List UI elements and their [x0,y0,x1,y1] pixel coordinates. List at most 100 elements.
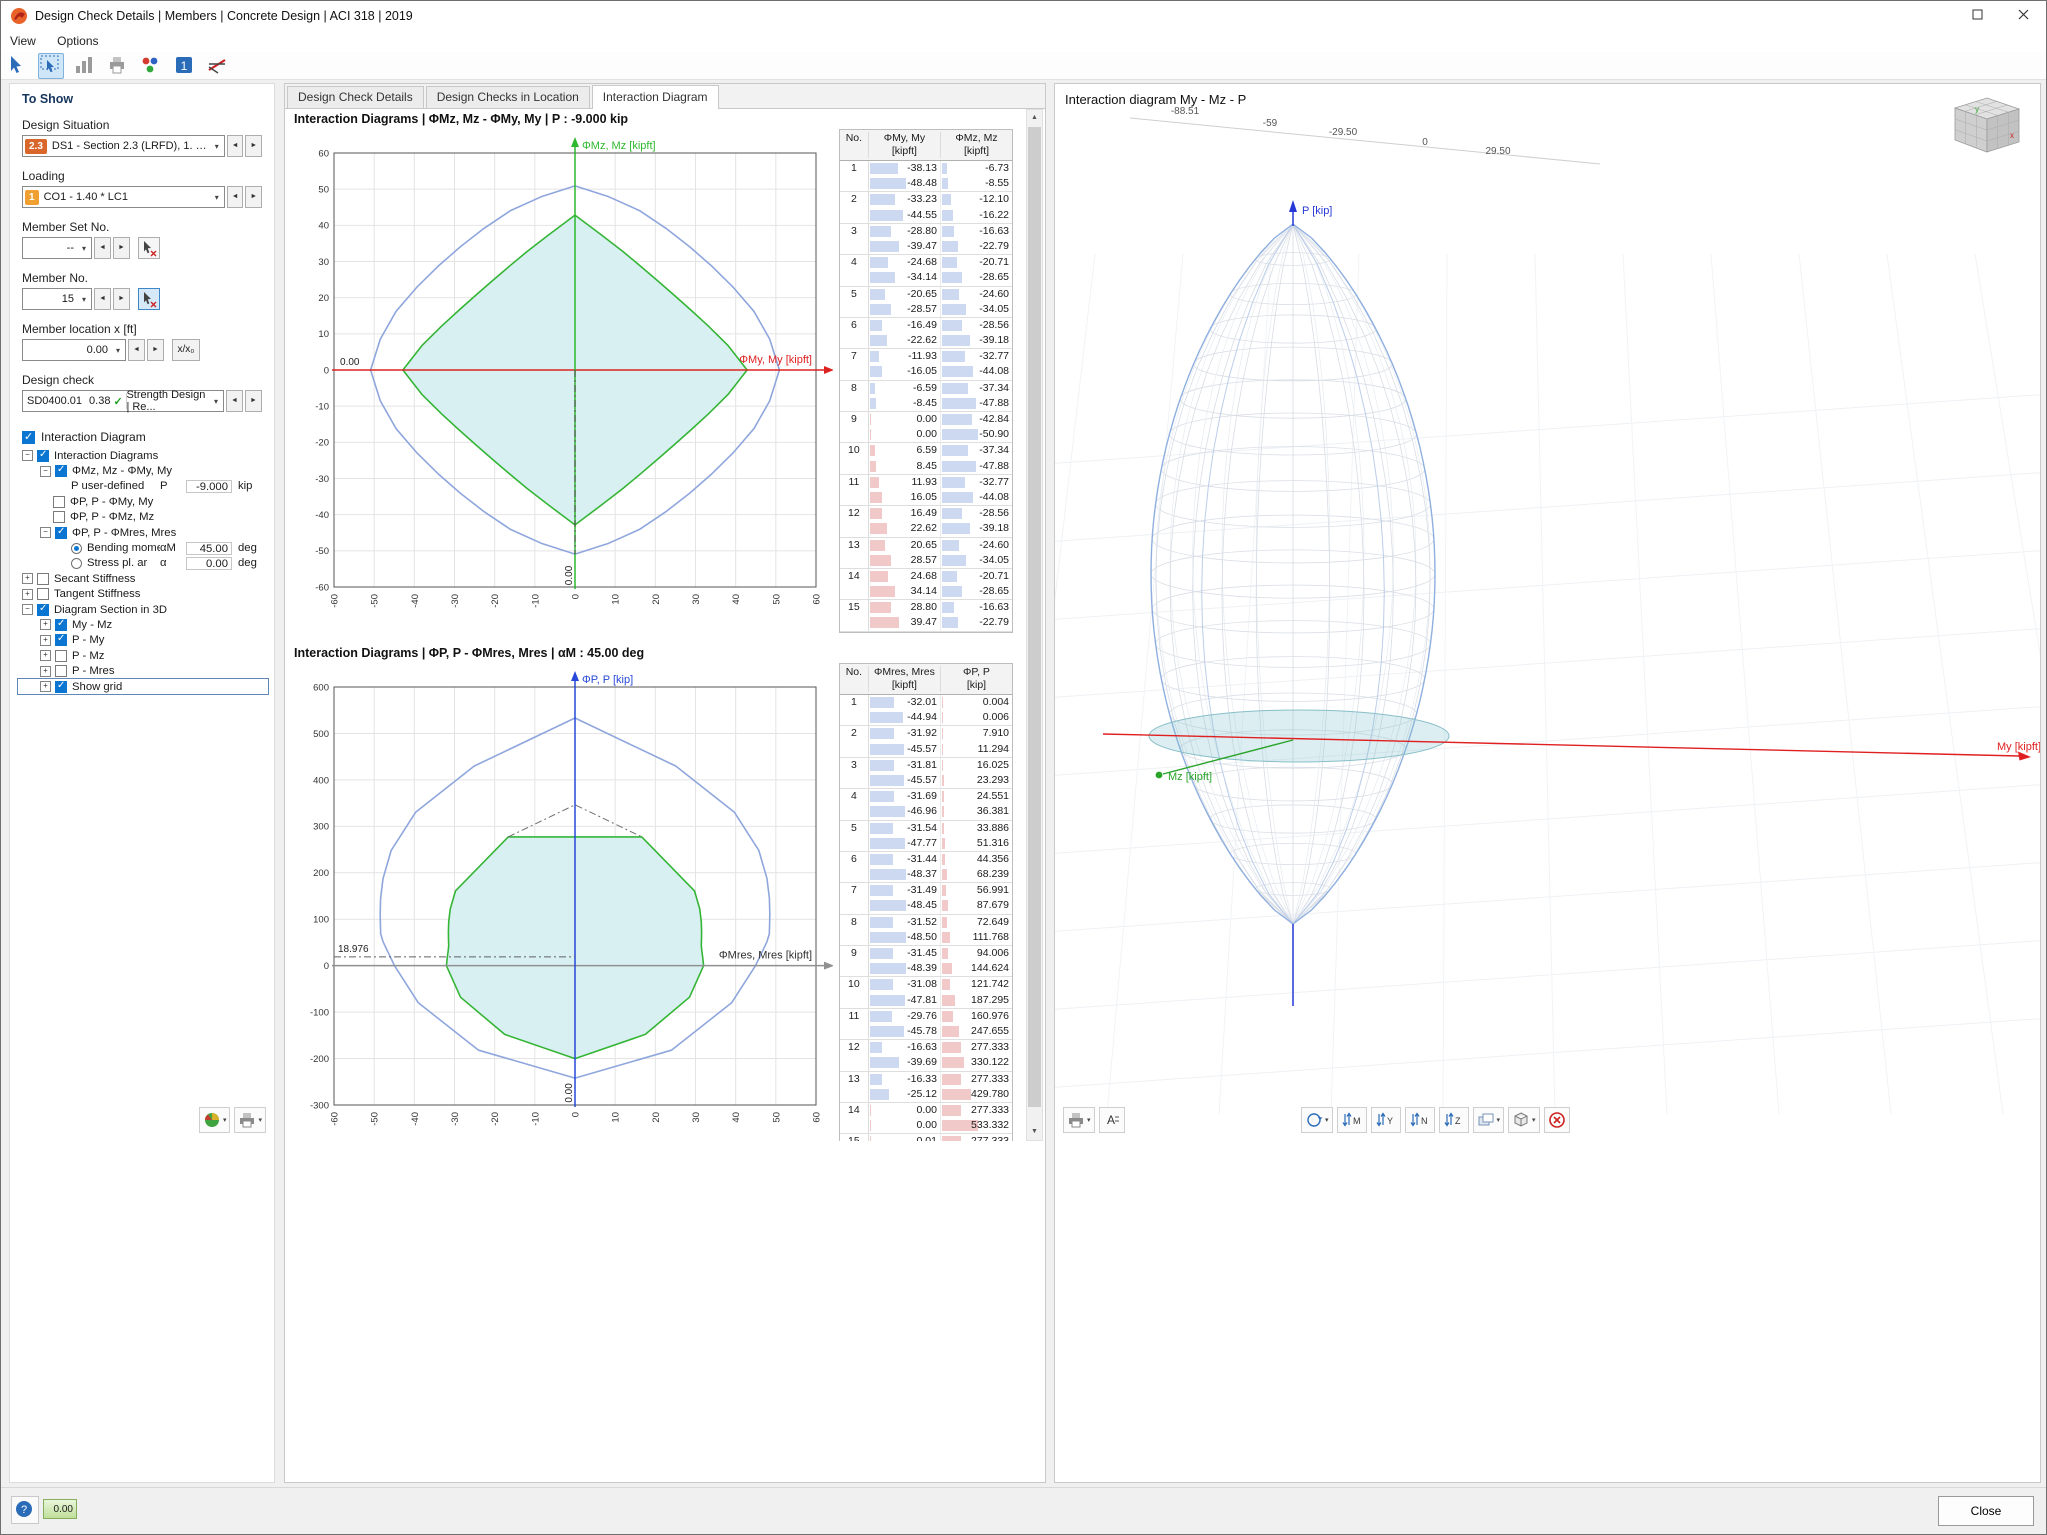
tree-item-bending-mome[interactable]: Bending mome αM 45.00 deg [18,540,268,555]
tree-item-my-mz[interactable]: + My - Mz [18,617,268,632]
tree-item-p-my[interactable]: + P - My [18,633,268,648]
table-row[interactable]: 8 -31.52 72.649 -48.50 111.768 [839,914,1012,946]
loading-prev-button[interactable]: ◄ [226,186,244,208]
member-pick-icon[interactable] [138,288,160,310]
tree-checkbox[interactable] [55,618,67,631]
location-next-button[interactable]: ► [147,339,164,361]
tree-item-tangent-stiffness[interactable]: + Tangent Stiffness [18,587,268,602]
table-row[interactable]: 4 -31.69 24.551 -46.96 36.381 [839,789,1012,821]
close-button[interactable]: Close [1938,1496,2034,1526]
result-values-icon[interactable]: 1 [172,53,198,79]
tree-item--p-p-mres-mres[interactable]: − ΦP, P - ΦMres, Mres [18,525,268,540]
menu-view[interactable]: View [10,34,36,48]
table-row[interactable]: 6 -16.49 -28.56 -22.62 -39.18 [839,317,1012,350]
tree-item--p-p-my-my[interactable]: ΦP, P - ΦMy, My [18,494,268,509]
parameter-value-field[interactable]: 0.00 [186,556,232,570]
expand-icon[interactable]: + [40,665,51,677]
table-row[interactable]: 5 -31.54 33.886 -47.77 51.316 [839,820,1012,852]
tab-interaction-diagram[interactable]: Interaction Diagram [591,85,719,109]
member-set-pick-icon[interactable] [138,237,160,259]
table-row[interactable]: 3 -31.81 16.025 -45.57 23.293 [839,757,1012,790]
tree-checkbox[interactable] [55,680,67,693]
table-row[interactable]: 13 20.65 -24.60 28.57 -34.05 [839,537,1012,569]
member-select[interactable]: 15 ▾ [22,288,92,310]
expand-icon[interactable]: + [40,681,51,693]
location-prev-button[interactable]: ◄ [128,339,145,361]
close-icon[interactable] [2000,1,2046,31]
table-row[interactable]: 6 -31.44 44.356 -48.37 68.239 [839,851,1012,884]
tree-checkbox[interactable] [37,572,49,585]
table-row[interactable]: 14 24.68 -20.71 34.14 -28.65 [839,568,1012,601]
maximize-button[interactable] [1954,1,2000,31]
design-check-next-button[interactable]: ► [245,390,262,412]
parameter-value-field[interactable]: -9.000 [186,479,232,493]
design-situation-next-button[interactable]: ► [245,135,263,157]
pick-window-icon[interactable] [38,53,65,79]
print-3d-button[interactable]: ▾ [1063,1107,1095,1133]
annotation-button[interactable]: A [1098,1107,1125,1133]
table-row[interactable]: 3 -28.80 -16.63 -39.47 -22.79 [839,223,1012,256]
design-check-prev-button[interactable]: ◄ [226,390,243,412]
center-scrollbar[interactable]: ▲ ▼ [1026,109,1043,1141]
diagram-icon[interactable] [72,53,98,79]
table-row[interactable]: 13 -16.33 277.333 -25.12 429.780 [839,1071,1012,1103]
tree-item--p-p-mz-mz[interactable]: ΦP, P - ΦMz, Mz [18,510,268,525]
table-row[interactable]: 9 -31.45 94.006 -48.39 144.624 [839,946,1012,978]
expand-icon[interactable]: + [40,634,51,646]
table-row[interactable]: 11 -29.76 160.976 -45.78 247.655 [839,1008,1012,1041]
parameter-value-field[interactable]: 45.00 [186,541,232,555]
tree-checkbox[interactable] [55,464,67,478]
tree-checkbox[interactable] [55,665,67,678]
interaction-diagram-checkbox[interactable] [22,430,35,444]
expand-icon[interactable]: + [40,619,51,631]
tree-item-secant-stiffness[interactable]: + Secant Stiffness [18,571,268,586]
expand-icon[interactable]: + [40,650,51,662]
tab-design-check-details[interactable]: Design Check Details [287,86,424,108]
tree-checkbox[interactable] [37,588,49,601]
menu-options[interactable]: Options [57,34,99,48]
table-row[interactable]: 14 0.00 277.333 0.00 533.332 [839,1102,1012,1135]
close-3d-view-button[interactable] [1543,1107,1570,1133]
table-row[interactable]: 10 6.59 -37.34 8.45 -47.88 [839,443,1012,475]
loading-next-button[interactable]: ► [245,186,263,208]
member-next-button[interactable]: ► [113,288,130,310]
scroll-up-icon[interactable]: ▲ [1031,114,1038,121]
sort-z-button[interactable]: Z [1438,1107,1469,1133]
tree-checkbox[interactable] [37,603,49,616]
member-prev-button[interactable]: ◄ [94,288,111,310]
help-icon[interactable]: ? [11,1496,39,1524]
collapse-icon[interactable]: − [22,604,33,616]
tree-item-p-mz[interactable]: + P - Mz [18,648,268,663]
print-chart-button[interactable]: ▾ [234,1107,266,1133]
radio-button[interactable] [71,557,82,569]
tree-checkbox[interactable] [37,449,49,462]
tree-item--mz-mz-my-my[interactable]: − ΦMz, Mz - ΦMy, My [18,463,268,478]
design-situation-select[interactable]: 2.3 DS1 - Section 2.3 (LRFD), 1. to 5. ▾ [22,135,225,157]
chart-colors-button[interactable]: ▾ [198,1107,231,1133]
printer-icon[interactable] [105,53,131,79]
radio-button[interactable] [71,542,82,554]
design-situation-prev-button[interactable]: ◄ [226,135,244,157]
member-location-select[interactable]: 0.00 ▾ [22,339,126,361]
table-row[interactable]: 7 -11.93 -32.77 -16.05 -44.08 [839,349,1012,381]
tree-checkbox[interactable] [53,495,65,508]
table-row[interactable]: 1 -38.13 -6.73 -48.48 -8.55 [839,161,1012,193]
relative-location-button[interactable]: x/x₀ [172,339,200,361]
member-set-prev-button[interactable]: ◄ [94,237,111,259]
table-row[interactable]: 9 0.00 -42.84 0.00 -50.90 [839,412,1012,444]
table-row[interactable]: 11 11.93 -32.77 16.05 -44.08 [839,474,1012,507]
tree-checkbox[interactable] [53,511,65,524]
collapse-icon[interactable]: − [40,527,51,539]
layers-button[interactable]: ▾ [1472,1107,1505,1133]
table-row[interactable]: 2 -31.92 7.910 -45.57 11.294 [839,726,1012,758]
tree-item-p-mres[interactable]: + P - Mres [18,663,268,678]
sort-n-button[interactable]: N [1404,1107,1435,1133]
section-lines-icon[interactable] [205,53,231,79]
select-arrow-icon[interactable] [5,53,31,79]
sort-my-button[interactable]: M [1336,1107,1367,1133]
tree-item-stress-pl-ar[interactable]: Stress pl. ar α 0.00 deg [18,556,268,571]
table-row[interactable]: 12 -16.63 277.333 -39.69 330.122 [839,1040,1012,1072]
tab-design-checks-in-location[interactable]: Design Checks in Location [425,86,590,108]
table-row[interactable]: 4 -24.68 -20.71 -34.14 -28.65 [839,255,1012,287]
tree-checkbox[interactable] [55,649,67,662]
